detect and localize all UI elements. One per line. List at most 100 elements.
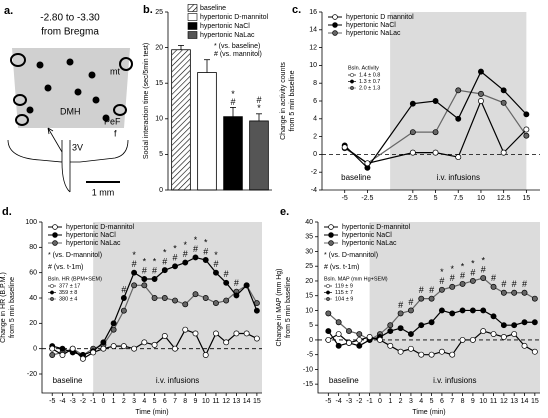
x-tick-label: 1: [112, 398, 116, 405]
point: [172, 345, 178, 352]
y-tick-label: 4: [313, 116, 317, 123]
y-tick-label: 6: [313, 98, 317, 105]
point: [432, 129, 439, 136]
y-axis-label: Change in HR (B.P.M.): [0, 272, 7, 343]
x-tick-label: -2: [80, 398, 86, 405]
y-tick-label: 35: [305, 234, 313, 241]
point: [397, 348, 404, 355]
significance: #: [512, 279, 517, 289]
point: [500, 289, 507, 296]
ventricle-outline: [7, 139, 129, 193]
x-tick-label: 7: [450, 398, 454, 405]
point: [523, 111, 530, 118]
significance: *: [132, 250, 136, 260]
significance: *: [214, 250, 218, 260]
tract: [119, 57, 133, 71]
y-tick-label: 20: [305, 278, 313, 285]
inset-marker: [350, 73, 354, 77]
significance: #: [193, 244, 198, 254]
note: * (vs. D-mannitol): [48, 252, 102, 259]
point: [161, 333, 168, 339]
tract: [15, 114, 29, 126]
point: [182, 326, 189, 333]
tract: [10, 53, 26, 67]
axis: [321, 12, 540, 191]
region-label: i.v. infusions: [437, 173, 480, 182]
point: [213, 330, 219, 337]
point: [100, 339, 107, 346]
point: [79, 355, 86, 362]
x-tick-label: 10: [479, 398, 487, 405]
significance: #: [224, 269, 229, 279]
x-tick-label: 8: [461, 398, 465, 405]
point: [459, 280, 466, 287]
point: [480, 307, 487, 314]
scale-label: 1 mm: [92, 187, 115, 197]
y-tick-label: 30: [305, 248, 313, 255]
note: # (vs. t-1m): [324, 264, 359, 271]
series-line: [344, 99, 527, 164]
point: [469, 307, 476, 314]
point: [428, 319, 435, 326]
significance: #: [132, 259, 137, 269]
y-tick-label: 2: [313, 133, 317, 140]
y-tick-label: 5: [309, 322, 313, 329]
x-tick-label: 3: [409, 398, 413, 405]
x-tick-label: 0: [101, 398, 105, 405]
y-tick-label: 10: [155, 116, 163, 123]
note: * (vs. baseline): [214, 43, 260, 50]
point: [325, 336, 332, 343]
point: [151, 276, 158, 282]
point: [387, 342, 394, 349]
y-tick-label: 80: [29, 244, 37, 251]
point: [377, 336, 383, 343]
y-tick-label: 10: [305, 307, 313, 314]
point: [478, 98, 484, 104]
significance: #: [419, 285, 424, 295]
x-tick-label: 14: [243, 398, 251, 405]
point: [335, 319, 342, 326]
y-tick-label: 20: [29, 320, 37, 327]
point: [341, 144, 348, 151]
y-tick-label: -10: [303, 366, 313, 373]
x-tick-label: 11: [490, 398, 497, 405]
significance: *: [143, 256, 147, 266]
y-tick-label: 8: [313, 80, 317, 87]
point: [192, 291, 199, 298]
point: [490, 331, 497, 337]
x-axis-label: Time (min): [412, 409, 445, 416]
x-tick-label: 7: [173, 398, 177, 405]
legend-marker: [328, 224, 334, 230]
point: [500, 322, 507, 329]
legend-swatch: [187, 22, 198, 30]
series-line: [344, 89, 527, 165]
x-tick-label: 13: [510, 398, 518, 405]
point: [335, 331, 342, 337]
point: [480, 328, 487, 335]
bar: [197, 72, 217, 191]
point: [409, 129, 416, 136]
significance: #: [460, 270, 465, 280]
x-tick-label: -2.5: [361, 195, 373, 202]
legend-marker: [52, 240, 58, 246]
panel-label: c.: [292, 4, 301, 16]
x-tick-label: -3: [70, 398, 76, 405]
x-tick-label: 2: [122, 398, 126, 405]
point: [407, 345, 414, 352]
significance: *: [257, 103, 261, 113]
legend-marker: [52, 232, 58, 238]
point: [253, 307, 260, 314]
legend-swatch: [187, 31, 198, 39]
x-tick-label: 10: [202, 398, 210, 405]
point: [110, 320, 117, 327]
y-tick-label: 25: [155, 9, 163, 16]
y-tick-label: 100: [25, 219, 37, 226]
point: [69, 345, 76, 352]
point: [253, 335, 260, 342]
point: [131, 345, 138, 352]
x-tick-label: -5: [342, 195, 348, 202]
point: [409, 149, 416, 156]
legend-swatch: [187, 4, 198, 12]
point: [182, 301, 189, 308]
